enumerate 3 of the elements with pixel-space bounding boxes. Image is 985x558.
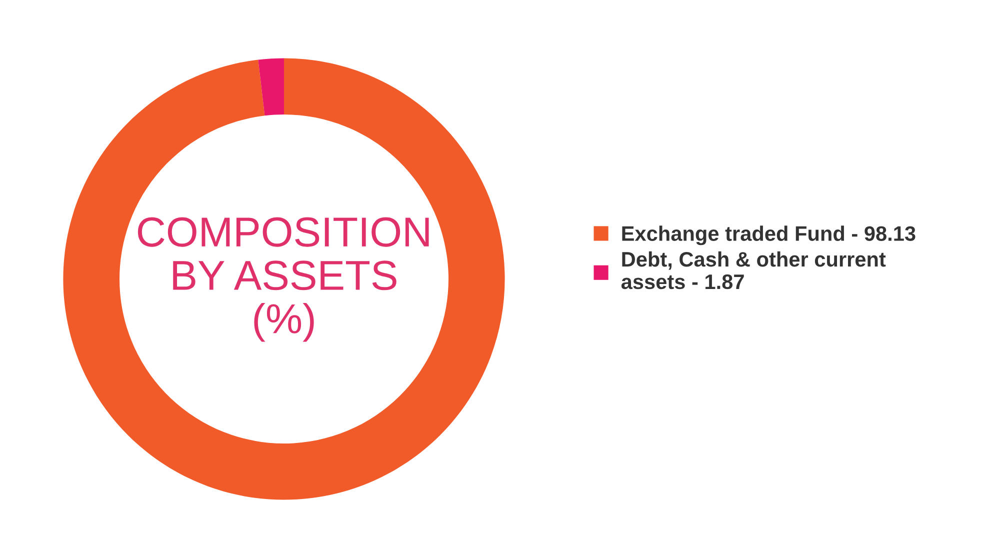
legend-label: Debt, Cash & other current assets - 1.87	[621, 251, 886, 290]
legend-label: Exchange traded Fund - 98.13	[622, 226, 916, 246]
text: COMPOSITION BY ASSETS (%)	[138, 217, 429, 342]
